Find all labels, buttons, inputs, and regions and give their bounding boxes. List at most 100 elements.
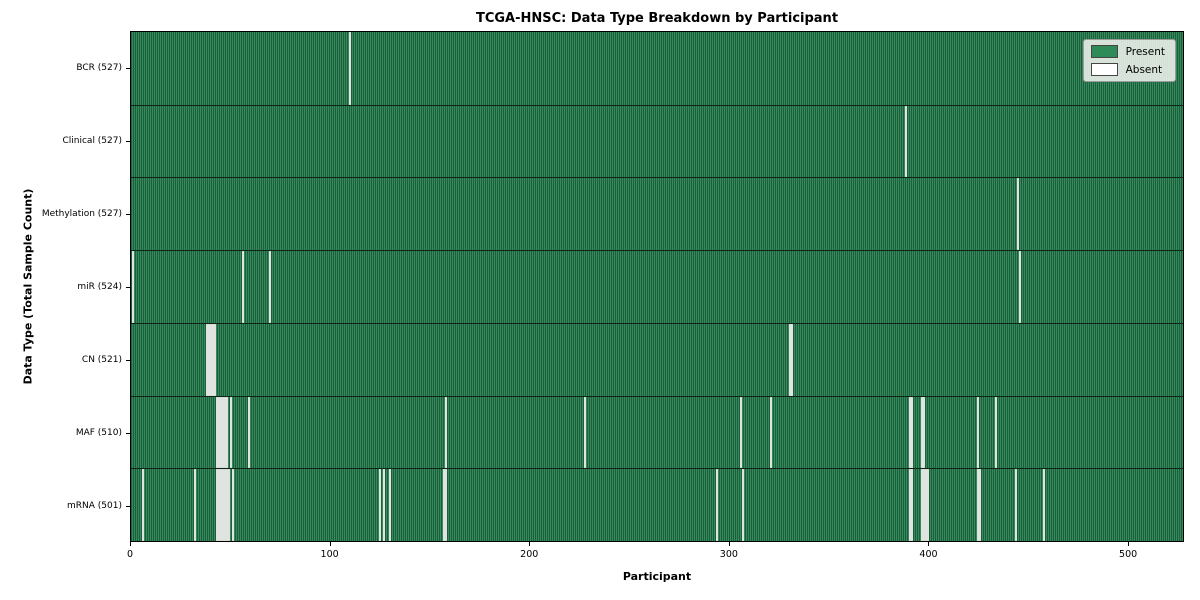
legend-item: Present	[1090, 45, 1165, 58]
absent-line	[911, 396, 914, 469]
absent-line	[211, 323, 214, 396]
absent-line	[269, 251, 272, 323]
absent-line	[205, 323, 208, 396]
x-tick-label: 300	[719, 549, 738, 560]
absent-line	[215, 396, 218, 469]
absent-line	[221, 469, 224, 541]
y-tick	[126, 140, 130, 142]
absent-line	[994, 396, 997, 469]
plot-rows	[131, 32, 1183, 541]
legend-swatch-absent	[1090, 63, 1118, 76]
y-tick-label: mRNA (501)	[67, 500, 122, 511]
y-axis-title: Data Type (Total Sample Count)	[21, 188, 35, 385]
absent-line	[219, 396, 222, 469]
absent-line	[225, 469, 228, 541]
absent-line	[976, 396, 979, 469]
absent-line	[920, 469, 923, 541]
absent-line	[911, 469, 914, 541]
row-BCR	[131, 32, 1183, 105]
absent-line	[217, 396, 220, 469]
absent-line	[225, 396, 228, 469]
absent-line	[221, 396, 224, 469]
absent-line	[444, 396, 447, 469]
y-tick-label: Clinical (527)	[62, 135, 122, 146]
y-tick-label: Methylation (527)	[41, 208, 122, 219]
y-tick	[126, 286, 130, 288]
y-tick	[126, 505, 130, 507]
absent-line	[920, 396, 923, 469]
absent-line	[584, 396, 587, 469]
row-MAF	[131, 395, 1183, 469]
absent-line	[976, 469, 979, 541]
chart-title: TCGA-HNSC: Data Type Breakdown by Partic…	[475, 11, 839, 26]
row-mRNA	[131, 468, 1183, 541]
absent-line	[922, 469, 925, 541]
y-tick	[126, 432, 130, 434]
x-tick-label: 400	[919, 549, 938, 560]
absent-line	[905, 105, 908, 178]
absent-line	[1018, 251, 1021, 323]
y-tick	[126, 359, 130, 361]
x-tick	[728, 542, 730, 546]
absent-line	[924, 469, 927, 541]
absent-line	[247, 396, 250, 469]
plot-area: Present Absent	[130, 31, 1184, 542]
x-tick-label: 200	[520, 549, 539, 560]
row-Methylation	[131, 177, 1183, 251]
absent-line	[223, 396, 226, 469]
x-tick-label: 0	[126, 549, 134, 560]
y-tick-label: BCR (527)	[76, 62, 122, 73]
absent-line	[349, 32, 352, 105]
absent-line	[1016, 178, 1019, 251]
absent-line	[207, 323, 210, 396]
absent-line	[141, 469, 144, 541]
absent-line	[215, 469, 218, 541]
y-tick-label: miR (524)	[77, 281, 122, 292]
absent-line	[909, 396, 912, 469]
row-miR	[131, 250, 1183, 323]
absent-line	[769, 396, 772, 469]
legend-swatch-present	[1090, 45, 1118, 58]
x-tick	[529, 542, 531, 546]
absent-line	[444, 469, 447, 541]
absent-line	[229, 396, 232, 469]
x-tick	[329, 542, 331, 546]
absent-line	[383, 469, 386, 541]
absent-line	[223, 469, 226, 541]
absent-line	[379, 469, 382, 541]
absent-line	[741, 469, 744, 541]
absent-line	[217, 469, 220, 541]
x-tick	[130, 542, 131, 546]
absent-line	[715, 469, 718, 541]
absent-line	[241, 251, 244, 323]
absent-line	[442, 469, 445, 541]
x-tick-label: 500	[1119, 549, 1138, 560]
y-tick	[126, 213, 130, 215]
absent-line	[1042, 469, 1045, 541]
legend: Present Absent	[1082, 39, 1176, 82]
absent-line	[219, 469, 222, 541]
absent-line	[231, 469, 234, 541]
absent-line	[978, 469, 981, 541]
row-Clinical	[131, 104, 1183, 178]
absent-line	[389, 469, 391, 541]
absent-line	[926, 469, 929, 541]
y-tick-label: MAF (510)	[75, 427, 122, 438]
absent-line	[789, 323, 792, 396]
absent-line	[209, 323, 212, 396]
absent-line	[739, 396, 742, 469]
absent-line	[791, 323, 794, 396]
legend-item: Absent	[1090, 63, 1165, 76]
absent-line	[131, 251, 134, 323]
absent-line	[213, 323, 216, 396]
x-axis-title: Participant	[622, 570, 692, 583]
absent-line	[227, 469, 230, 541]
legend-label: Present	[1125, 45, 1165, 58]
x-tick	[1128, 542, 1130, 546]
x-tick-label: 100	[320, 549, 339, 560]
row-CN	[131, 322, 1183, 396]
absent-line	[909, 469, 912, 541]
legend-label: Absent	[1125, 63, 1163, 76]
y-tick-label: CN (521)	[81, 354, 122, 365]
